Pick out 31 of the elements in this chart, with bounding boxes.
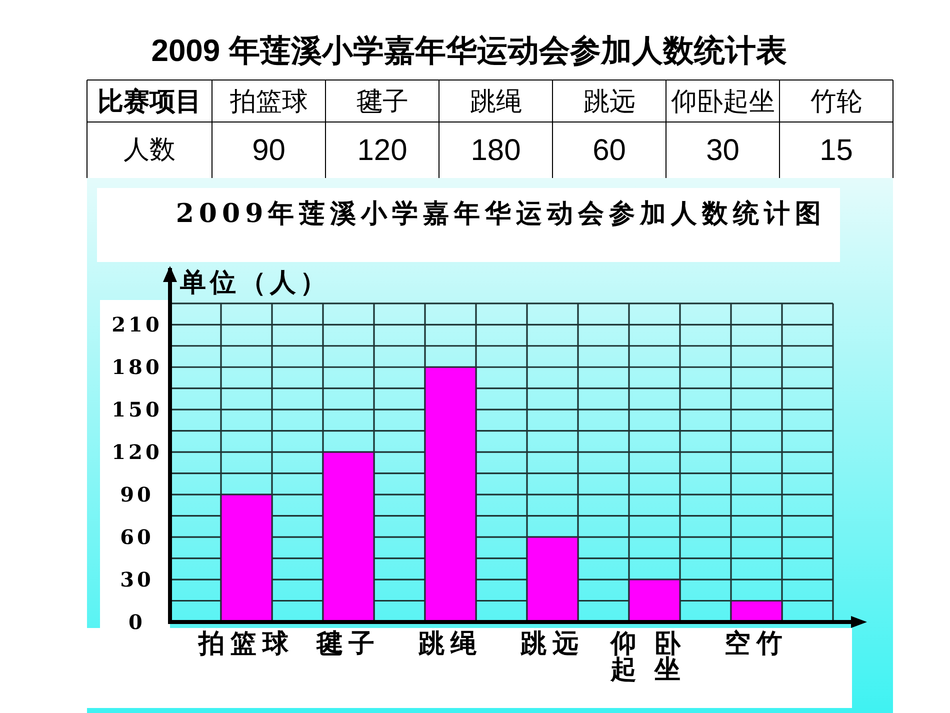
category-label: 竹轮 [810,86,862,116]
x-tick-label: 空竹 [724,629,788,659]
x-tick-label: 拍篮球 [198,629,294,659]
data-label: 180 [470,134,521,167]
category-label: 跳绳 [470,86,522,116]
x-tick-label: 跳远 [520,629,584,659]
data-label: 120 [357,134,408,167]
y-tick-label: 120 [112,440,162,464]
y-tick-label: 0 [128,610,146,634]
x-tick-label: 毽子 [316,629,380,659]
category-label: 跳远 [583,86,636,116]
data-label: 90 [252,134,286,167]
category-label: 拍篮球 [228,86,308,116]
category-label: 仰卧起坐 [670,86,775,116]
y-tick-label: 90 [120,482,154,507]
y-tick-label: 180 [112,355,162,380]
y-tick-label: 30 [120,568,154,592]
y-tick-label: 210 [112,312,162,337]
text: 2009 年莲溪小学嘉年华运动会参加人数统计表 [151,33,787,68]
x-tick-label: 仰卧起坐 [610,629,698,685]
text: 比赛项目 [98,86,202,116]
chart-title: 2009年莲溪小学嘉年华运动会参加人数统计图 [176,199,826,229]
y-axis-title: 单位（人） [179,268,330,298]
data-label: 60 [592,134,626,167]
category-label: 毽子 [356,86,408,116]
text: 人数 [124,134,176,164]
y-tick-label: 60 [120,525,154,550]
data-label: 15 [820,134,853,167]
data-label: 30 [706,134,740,167]
y-tick-label: 150 [112,398,162,422]
x-tick-label: 跳绳 [418,629,482,659]
